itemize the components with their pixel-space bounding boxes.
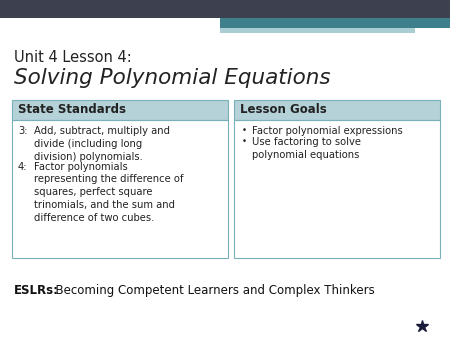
Text: 3:: 3: (18, 126, 27, 136)
Bar (12, 120, 228, 258)
Text: Lesson Goals: Lesson Goals (240, 103, 327, 116)
Bar (0, 0, 450, 18)
Text: Factor polynomials
representing the difference of
squares, perfect square
trinom: Factor polynomials representing the diff… (34, 162, 184, 223)
Text: •: • (242, 137, 247, 146)
Bar (12, 100, 228, 120)
Text: 4:: 4: (18, 162, 27, 171)
Text: ESLRs:: ESLRs: (14, 284, 59, 297)
Text: State Standards: State Standards (18, 103, 126, 116)
Text: Add, subtract, multiply and
divide (including long
division) polynomials.: Add, subtract, multiply and divide (incl… (34, 126, 170, 162)
Bar (220, 18, 450, 28)
Bar (234, 100, 440, 120)
Text: Factor polynomial expressions: Factor polynomial expressions (252, 126, 403, 136)
Bar (220, 28, 415, 33)
Text: Use factoring to solve
polynomial equations: Use factoring to solve polynomial equati… (252, 137, 361, 160)
Text: Unit 4 Lesson 4:: Unit 4 Lesson 4: (14, 50, 132, 65)
Bar (234, 120, 440, 258)
Text: Solving Polynomial Equations: Solving Polynomial Equations (14, 68, 331, 88)
Text: Becoming Competent Learners and Complex Thinkers: Becoming Competent Learners and Complex … (48, 284, 375, 297)
Text: •: • (242, 126, 247, 135)
